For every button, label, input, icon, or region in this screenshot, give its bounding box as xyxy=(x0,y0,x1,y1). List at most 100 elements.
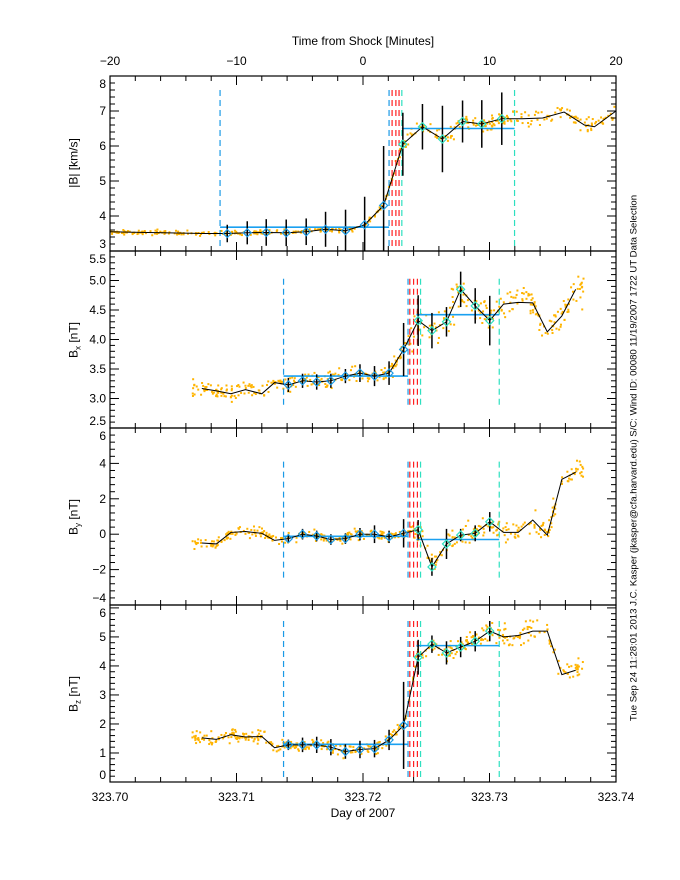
panel-bx: 2.5 3.0 3.5 4.0 4.5 5.0 5.5 xyxy=(89,250,617,429)
scatter-point xyxy=(251,394,254,397)
y-tick-label: 5 xyxy=(99,174,106,188)
y-tick-label: 3.0 xyxy=(89,392,106,406)
scatter-point xyxy=(527,114,530,117)
scatter-point xyxy=(353,527,356,530)
scatter-point xyxy=(393,729,396,732)
scatter-point xyxy=(490,124,493,127)
scatter-point xyxy=(328,370,331,373)
scatter-point xyxy=(291,231,294,234)
scatter-point xyxy=(350,229,353,232)
scatter-point xyxy=(311,738,314,741)
scatter-point xyxy=(193,393,196,396)
scatter-point xyxy=(338,231,341,234)
scatter-point xyxy=(339,744,342,747)
scatter-point xyxy=(490,309,493,312)
scatter-point xyxy=(202,231,205,234)
scatter-point xyxy=(488,120,491,123)
scatter-point xyxy=(216,544,219,547)
scatter-point xyxy=(581,661,584,664)
scatter-point xyxy=(293,746,296,749)
scatter-point xyxy=(120,231,123,234)
scatter-point xyxy=(194,540,197,543)
scatter-point xyxy=(123,233,126,236)
scatter-point xyxy=(435,561,438,564)
data-point-marker xyxy=(413,524,424,535)
scatter-point xyxy=(516,302,519,305)
scatter-point xyxy=(525,291,528,294)
scatter-point xyxy=(446,652,449,655)
scatter-point xyxy=(395,363,398,366)
scatter-point xyxy=(428,324,431,327)
scatter-point xyxy=(562,300,565,303)
scatter-point xyxy=(418,328,421,331)
scatter-point xyxy=(454,653,457,656)
scatter-point xyxy=(196,738,199,741)
y-tick-label: 4 xyxy=(99,209,106,223)
scatter-point xyxy=(530,119,533,122)
scatter-point xyxy=(533,635,536,638)
scatter-point xyxy=(505,114,508,117)
scatter-point xyxy=(272,379,275,382)
scatter-point xyxy=(525,297,528,300)
data-point-marker xyxy=(281,227,292,238)
scatter-point xyxy=(131,231,134,234)
scatter-point xyxy=(554,314,557,317)
scatter-point xyxy=(551,329,554,332)
scatter-point xyxy=(203,390,206,393)
scatter-point xyxy=(528,532,531,535)
scatter-point xyxy=(566,108,569,111)
scatter-point xyxy=(229,233,232,236)
scatter-point xyxy=(259,230,262,233)
scatter-point xyxy=(479,642,482,645)
scatter-point xyxy=(378,537,381,540)
scatter-point xyxy=(499,629,502,632)
scatter-point xyxy=(279,381,282,384)
scatter-point xyxy=(533,113,536,116)
scatter-point xyxy=(465,639,468,642)
scatter-point xyxy=(472,635,475,638)
scatter-point xyxy=(203,734,206,737)
scatter-point xyxy=(554,507,557,510)
scatter-point xyxy=(432,639,435,642)
scatter-point xyxy=(529,309,532,312)
scatter-point xyxy=(230,389,233,392)
scatter-point xyxy=(557,672,560,675)
scatter-point xyxy=(538,123,541,126)
scatter-point xyxy=(318,384,321,387)
bottom-x-tick-label: 323.73 xyxy=(471,790,508,804)
scatter-point xyxy=(209,384,212,387)
scatter-point xyxy=(538,631,541,634)
scatter-point xyxy=(404,145,407,148)
scatter-point xyxy=(237,394,240,397)
scatter-point xyxy=(495,300,498,303)
scatter-point xyxy=(472,528,475,531)
scatter-point xyxy=(475,633,478,636)
scatter-point xyxy=(214,234,217,237)
scatter-point xyxy=(389,365,392,368)
scatter-point xyxy=(327,371,330,374)
scatter-point xyxy=(254,393,257,396)
scatter-point xyxy=(446,139,449,142)
scatter-point xyxy=(448,654,451,657)
scatter-point xyxy=(345,533,348,536)
scatter-point xyxy=(322,741,325,744)
data-point-marker xyxy=(413,652,424,663)
scatter-point xyxy=(377,745,380,748)
scatter-point xyxy=(579,472,582,475)
scatter-point xyxy=(314,539,317,542)
scatter-point xyxy=(239,736,242,739)
scatter-point xyxy=(281,536,284,539)
scatter-point xyxy=(558,328,561,331)
scatter-point xyxy=(250,528,253,531)
scatter-point xyxy=(385,744,388,747)
scatter-point xyxy=(550,119,553,122)
data-point-marker xyxy=(413,315,424,326)
scatter-point xyxy=(521,299,524,302)
scatter-point xyxy=(575,467,578,470)
scatter-point xyxy=(302,378,305,381)
scatter-point xyxy=(236,385,239,388)
scatter-point xyxy=(446,136,449,139)
scatter-point xyxy=(513,637,516,640)
scatter-point xyxy=(545,117,548,120)
scatter-point xyxy=(228,742,231,745)
